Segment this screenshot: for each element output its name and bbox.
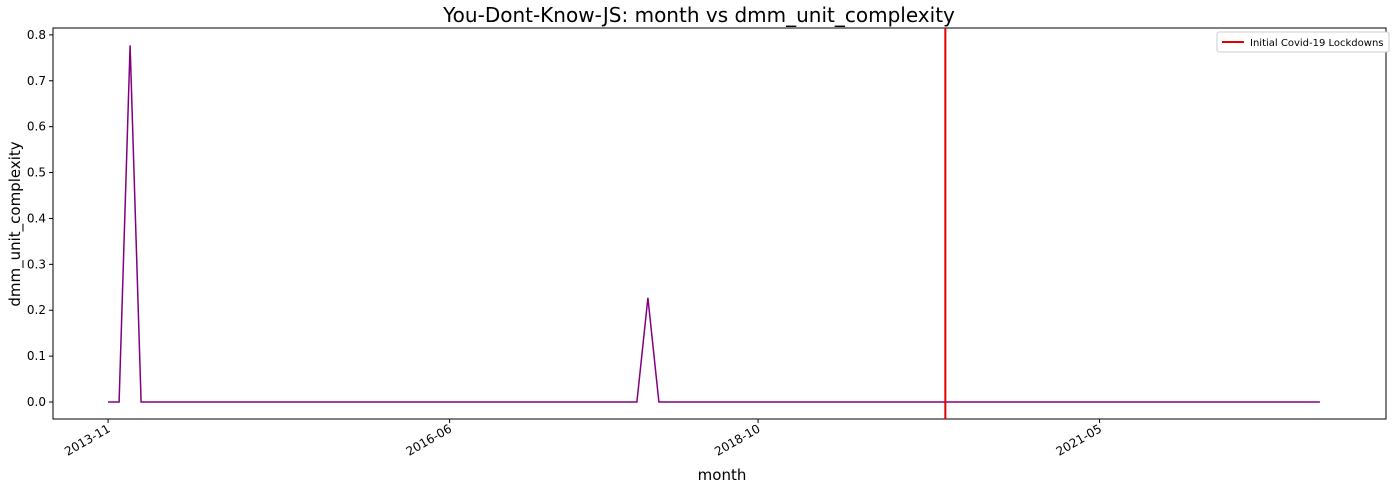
y-tick-label: 0.0 [27,395,46,409]
legend-entry-covid: Initial Covid-19 Lockdowns [1250,38,1384,49]
y-tick-label: 0.2 [27,303,46,317]
y-tick-label: 0.6 [27,120,46,134]
y-tick-label: 0.1 [27,349,46,363]
y-axis: 0.0 0.1 0.2 0.3 0.4 0.5 0.6 0.7 0.8 [27,28,53,409]
y-axis-label: dmm_unit_complexity [6,141,25,306]
chart-title: You-Dont-Know-JS: month vs dmm_unit_comp… [442,3,955,27]
x-tick-label: 2021-05 [1054,421,1104,458]
x-tick-label: 2013-11 [62,421,112,458]
legend: Initial Covid-19 Lockdowns [1216,31,1390,53]
series-line [108,45,1320,403]
y-tick-label: 0.8 [27,28,46,42]
y-tick-label: 0.3 [27,257,46,271]
x-tick-label: 2016-06 [404,421,454,458]
legend-box [1216,31,1390,53]
series-layer [108,45,1320,403]
y-tick-label: 0.4 [27,211,46,225]
plot-area [52,27,1387,420]
x-tick-label: 2018-10 [712,421,762,458]
x-axis-label: month [698,466,747,484]
y-tick-label: 0.5 [27,166,46,180]
y-tick-label: 0.7 [27,74,46,88]
x-axis: 2013-11 2016-06 2018-10 2021-05 [62,419,1104,459]
